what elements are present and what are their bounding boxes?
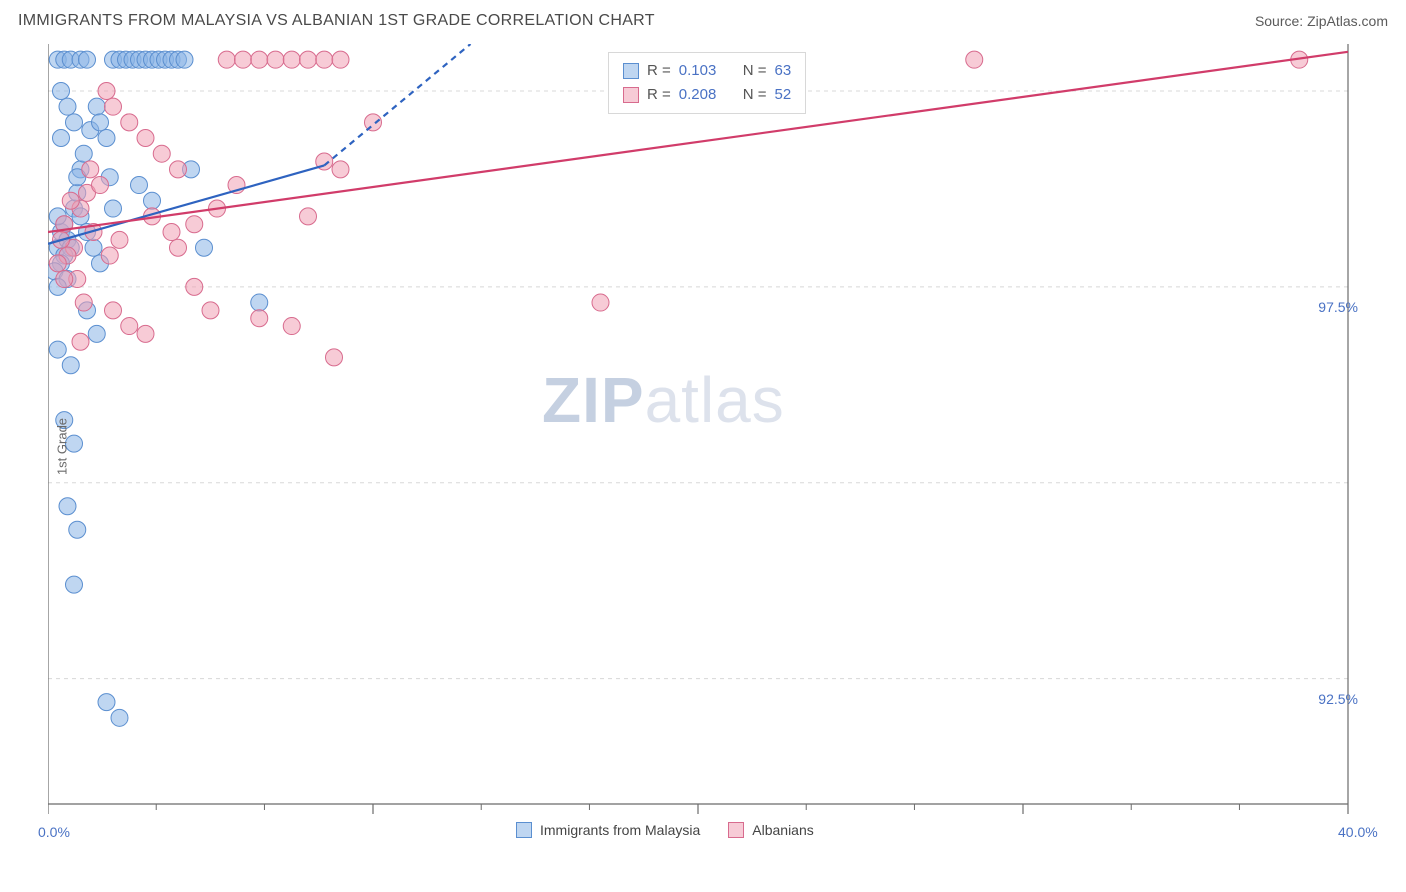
source-label: Source: (1255, 13, 1303, 29)
series-legend: Immigrants from Malaysia Albanians (516, 822, 814, 838)
y-tick-label: 92.5% (1318, 691, 1358, 707)
n-label: N = (743, 59, 767, 83)
chart-title: IMMIGRANTS FROM MALAYSIA VS ALBANIAN 1ST… (18, 12, 655, 30)
r-value: 0.208 (679, 83, 735, 107)
r-label: R = (647, 83, 671, 107)
chart-container: 1st Grade ZIPatlas R =0.103N =63R =0.208… (48, 44, 1386, 834)
x-tick-label: 40.0% (1338, 824, 1378, 840)
series-legend-item: Albanians (728, 822, 814, 838)
series-legend-label: Immigrants from Malaysia (540, 822, 700, 838)
scatter-chart (48, 44, 1386, 834)
r-value: 0.103 (679, 59, 735, 83)
r-label: R = (647, 59, 671, 83)
series-legend-label: Albanians (752, 822, 814, 838)
legend-swatch (516, 822, 532, 838)
source-name: ZipAtlas.com (1307, 13, 1388, 29)
y-tick-label: 97.5% (1318, 299, 1358, 315)
x-tick-label: 0.0% (38, 824, 70, 840)
correlation-legend-row: R = 0.103 N = 63 (623, 59, 791, 83)
header: IMMIGRANTS FROM MALAYSIA VS ALBANIAN 1ST… (0, 0, 1406, 38)
n-label: N = (743, 83, 767, 107)
series-legend-item: Immigrants from Malaysia (516, 822, 700, 838)
n-value: 52 (775, 83, 792, 107)
legend-swatch (728, 822, 744, 838)
legend-swatch (623, 87, 639, 103)
y-axis-label: 1st Grade (55, 418, 70, 475)
legend-swatch (623, 63, 639, 79)
n-value: 63 (775, 59, 792, 83)
source-attribution: Source: ZipAtlas.com (1255, 13, 1388, 29)
correlation-legend-row: R = 0.208 N = 52 (623, 83, 791, 107)
correlation-legend: R = 0.103 N = 63 R = 0.208 N = 52 (608, 52, 806, 114)
